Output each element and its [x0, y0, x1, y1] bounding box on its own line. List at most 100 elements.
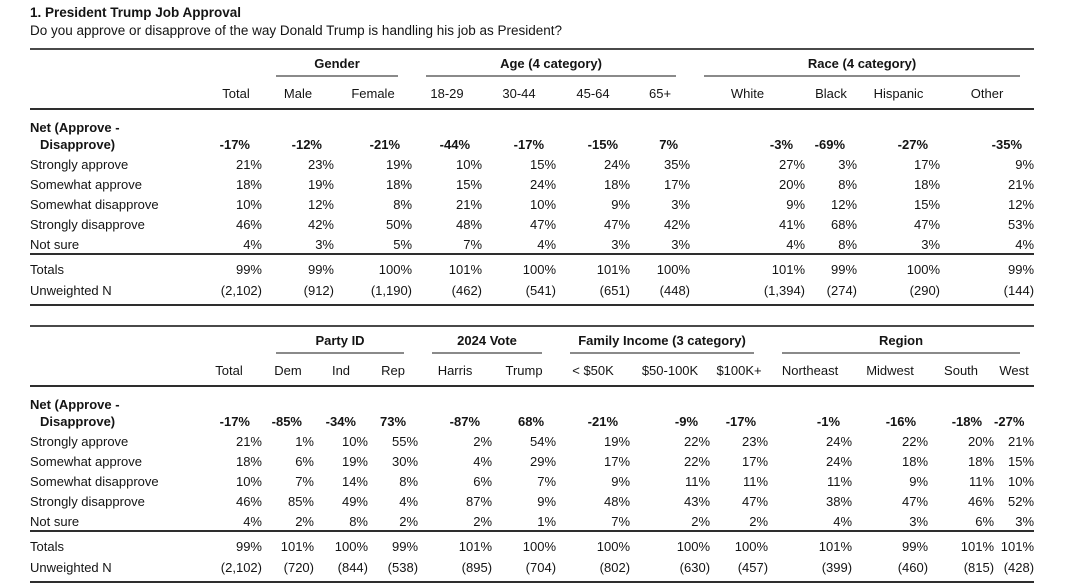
- value-cell: 20%: [778, 176, 806, 192]
- value-cell: 7%: [295, 473, 314, 489]
- column-header: Midwest: [852, 353, 929, 387]
- value-cell: (1,190): [370, 282, 413, 298]
- value-cell: 8%: [349, 513, 368, 529]
- value-cell: 15%: [913, 196, 941, 212]
- row-label: Strongly approve: [30, 156, 129, 172]
- table-row: Somewhat approve 18% 19% 18% 15% 24% 18% 17% 20%…: [30, 173, 1034, 193]
- value-cell: 100%: [492, 529, 557, 555]
- value-cell: (457): [737, 559, 769, 575]
- value-cell: 48%: [604, 493, 631, 509]
- value-cell: 19%: [307, 176, 334, 192]
- column-header: Total: [210, 76, 262, 110]
- value-cell: 12%: [1008, 196, 1035, 212]
- table-row: Somewhat disapprove 10% 7% 14% 8% 6% 7% 9% 11% 11…: [30, 470, 1034, 490]
- value-cell: (399): [821, 559, 853, 575]
- value-cell: 21%: [235, 156, 262, 172]
- value-cell: 3%: [909, 513, 929, 529]
- column-header: Female: [334, 76, 413, 110]
- value-cell: 3%: [671, 196, 691, 212]
- value-cell: (460): [897, 559, 929, 575]
- value-cell: 2%: [691, 513, 711, 529]
- table-row: Strongly approve 21% 1% 10% 55% 2% 54% 19% 22% 23…: [30, 430, 1034, 450]
- value-cell: (912): [303, 282, 334, 298]
- value-cell: 11%: [826, 473, 853, 489]
- value-cell: (541): [525, 282, 557, 298]
- value-cell: 87%: [466, 493, 493, 509]
- value-cell: 18%: [235, 176, 262, 192]
- value-cell: 11%: [968, 473, 995, 489]
- value-cell: 100%: [556, 529, 631, 555]
- value-cell: -69%: [814, 136, 846, 152]
- value-cell: 2%: [473, 433, 493, 449]
- value-cell: -17%: [725, 413, 757, 429]
- value-cell: 101%: [418, 529, 493, 555]
- value-cell: 50%: [385, 216, 413, 232]
- value-cell: (844): [337, 559, 368, 575]
- value-cell: 99%: [805, 252, 858, 278]
- value-cell: 15%: [1008, 453, 1035, 469]
- column-header: White: [690, 76, 806, 110]
- column-group-label: Gender: [276, 56, 399, 77]
- crosstab-tables-container: Gender Age (4 category) Race (4 category) T…: [30, 47, 1080, 583]
- value-cell: 9%: [909, 473, 929, 489]
- value-cell: 11%: [684, 473, 711, 489]
- value-cell: -85%: [271, 413, 302, 429]
- column-header: Ind: [314, 353, 368, 387]
- spacer: [30, 386, 1034, 395]
- row-label: Unweighted N: [30, 559, 112, 575]
- value-cell: 27%: [778, 156, 806, 172]
- column-group-label: Race (4 category): [704, 56, 1021, 77]
- row-label-header: [30, 353, 196, 387]
- value-cell: -17%: [219, 413, 250, 429]
- value-cell: 100%: [334, 252, 413, 278]
- value-cell: 100%: [314, 529, 368, 555]
- value-cell: 19%: [341, 453, 368, 469]
- value-cell: 46%: [235, 216, 262, 232]
- column-header: 18-29: [412, 76, 483, 110]
- value-cell: -18%: [951, 413, 983, 429]
- value-cell: 11%: [742, 473, 769, 489]
- value-cell: (428): [1003, 559, 1035, 575]
- table-row: Strongly disapprove 46% 85% 49% 4% 87% 9% 48% 43…: [30, 490, 1034, 510]
- column-header: Other: [940, 76, 1035, 110]
- value-cell: 99%: [210, 252, 262, 278]
- value-cell: 4%: [473, 453, 493, 469]
- value-cell: 8%: [393, 196, 413, 212]
- demographics-crosstab: Gender Age (4 category) Race (4 category) T…: [30, 47, 1035, 306]
- value-cell: 9%: [786, 196, 806, 212]
- value-cell: 22%: [902, 433, 929, 449]
- column-group-header: Region: [768, 326, 1034, 354]
- value-cell: 2%: [295, 513, 314, 529]
- column-group-label: 2024 Vote: [432, 333, 543, 354]
- value-cell: 3%: [315, 236, 334, 252]
- value-cell: 21%: [235, 433, 262, 449]
- value-cell: (630): [679, 559, 711, 575]
- value-cell: 8%: [838, 176, 858, 192]
- value-cell: -12%: [291, 136, 322, 152]
- value-cell: 6%: [295, 453, 314, 469]
- value-cell: 101%: [262, 529, 314, 555]
- unweighted-n-row: Unweighted N (2,102) (720) (844) (538) (895) (…: [30, 555, 1034, 582]
- value-cell: 68%: [830, 216, 858, 232]
- column-header: Dem: [262, 353, 314, 387]
- value-cell: 17%: [663, 176, 691, 192]
- value-cell: 7%: [611, 513, 631, 529]
- column-group-header: Party ID: [262, 326, 418, 354]
- totals-row: Totals 99% 99% 100% 101% 100% 101% 100% 101% 99% 1…: [30, 252, 1035, 278]
- value-cell: 15%: [455, 176, 483, 192]
- survey-question-text: Do you approve or disapprove of the way …: [30, 22, 563, 38]
- value-cell: (538): [387, 559, 419, 575]
- value-cell: 47%: [902, 493, 929, 509]
- column-group-spacer: [210, 49, 262, 77]
- table-row: Strongly disapprove 46% 42% 50% 48% 47% 47% 42%…: [30, 213, 1034, 233]
- value-cell: 21%: [455, 196, 483, 212]
- value-cell: 54%: [530, 433, 557, 449]
- row-label: Strongly disapprove: [30, 216, 145, 232]
- value-cell: 2%: [473, 513, 493, 529]
- value-cell: 101%: [994, 529, 1035, 555]
- value-cell: (144): [1003, 282, 1035, 298]
- value-cell: 99%: [262, 252, 334, 278]
- value-cell: 7%: [463, 236, 483, 252]
- value-cell: 99%: [940, 252, 1035, 278]
- value-cell: -3%: [769, 136, 794, 152]
